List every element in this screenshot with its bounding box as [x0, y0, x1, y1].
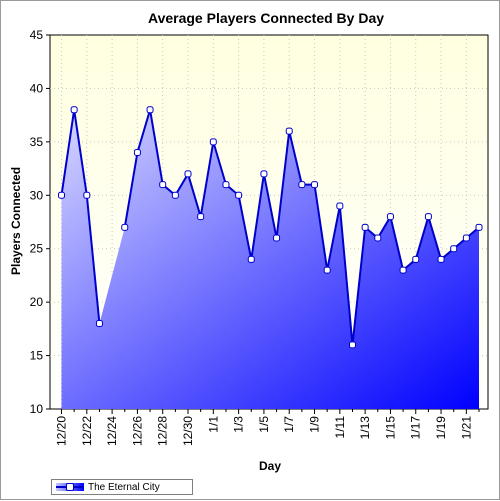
data-point-marker [70, 106, 78, 114]
data-point-marker [197, 213, 205, 221]
chart-title: Average Players Connected By Day [148, 10, 384, 26]
series-area-fill [61, 109, 479, 410]
x-tick-label: 1/11 [333, 416, 347, 439]
x-tick-label: 1/1 [206, 416, 220, 433]
legend-label: The Eternal City [88, 481, 160, 493]
y-axis: 10 15 20 25 30 35 40 45 [30, 28, 50, 416]
data-point-marker [133, 149, 141, 157]
data-point-marker [437, 255, 445, 263]
y-tick-label: 45 [30, 28, 44, 42]
legend: The Eternal City [51, 479, 193, 495]
data-point-marker [386, 213, 394, 221]
data-point-marker [298, 181, 306, 189]
data-point-marker [146, 106, 154, 114]
data-point-marker [159, 181, 167, 189]
data-point-marker [171, 191, 179, 199]
y-tick-label: 10 [30, 402, 44, 416]
x-tick-label: 12/28 [156, 416, 170, 446]
legend-swatch [56, 481, 84, 493]
series-markers [58, 106, 483, 349]
x-tick-label: 1/9 [308, 416, 322, 433]
data-point-marker [95, 320, 103, 328]
data-point-marker [348, 341, 356, 349]
data-point-marker [336, 202, 344, 210]
data-point-marker [475, 223, 483, 231]
data-point-marker [247, 255, 255, 263]
x-tick-label: 12/22 [80, 416, 94, 446]
y-tick-label: 20 [30, 295, 44, 309]
y-tick-label: 40 [30, 81, 44, 95]
data-point-marker [121, 223, 129, 231]
data-point-marker [83, 191, 91, 199]
data-point-marker [450, 245, 458, 253]
data-point-marker [235, 191, 243, 199]
data-point-marker [424, 213, 432, 221]
data-point-marker [184, 170, 192, 178]
x-tick-label: 12/26 [130, 416, 144, 446]
series-area [61, 109, 479, 410]
x-tick-label: 1/19 [434, 416, 448, 440]
x-tick-label: 1/17 [409, 416, 423, 440]
x-tick-label: 1/21 [459, 416, 473, 440]
data-point-marker [260, 170, 268, 178]
y-axis-title: Players Connected [9, 167, 23, 275]
x-axis: 12/20 12/22 12/24 12/26 12/28 12/30 1/1 1/3 1/5 1… [55, 409, 480, 446]
x-axis-title: Day [259, 459, 281, 473]
x-tick-label: 1/7 [282, 416, 296, 433]
data-point-marker [399, 266, 407, 274]
y-tick-label: 25 [30, 242, 44, 256]
data-point-marker [285, 127, 293, 135]
y-tick-label: 30 [30, 188, 44, 202]
x-tick-label: 12/20 [55, 416, 69, 446]
data-point-marker [209, 138, 217, 146]
data-point-marker [323, 266, 331, 274]
y-tick-label: 15 [30, 349, 44, 363]
series-line-segment [60, 109, 101, 324]
data-point-marker [361, 223, 369, 231]
data-point-marker [222, 181, 230, 189]
x-tick-label: 1/3 [232, 416, 246, 433]
x-tick-label: 12/30 [181, 416, 195, 446]
data-point-marker [412, 255, 420, 263]
x-tick-label: 1/5 [257, 416, 271, 433]
x-tick-label: 1/15 [383, 416, 397, 440]
data-point-marker [311, 181, 319, 189]
y-tick-label: 35 [30, 135, 44, 149]
data-point-marker [273, 234, 281, 242]
data-point-marker [374, 234, 382, 242]
x-tick-label: 12/24 [105, 416, 119, 446]
data-point-marker [462, 234, 470, 242]
x-tick-label: 1/13 [358, 416, 372, 440]
data-point-marker [58, 191, 65, 199]
